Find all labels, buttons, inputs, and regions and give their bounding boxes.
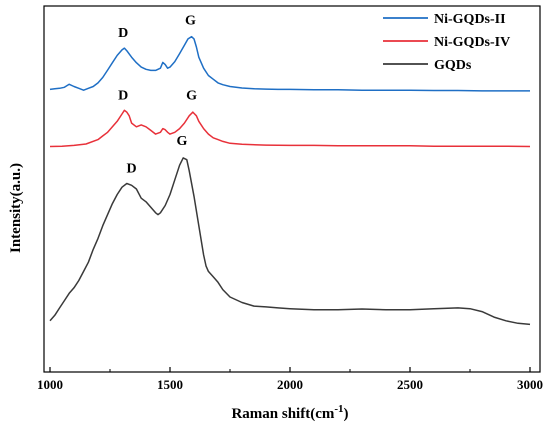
peak-label-g: G [186, 88, 197, 103]
x-axis-label-superscript: -1 [334, 403, 343, 415]
series-layer [49, 35, 531, 326]
legend: Ni-GQDs-II Ni-GQDs-IV GQDs [383, 12, 510, 73]
x-tick-label: 2000 [277, 377, 303, 392]
y-axis-label: Intensity(a.u.) [8, 163, 24, 253]
series-line-1 [49, 35, 530, 92]
legend-label: GQDs [434, 58, 472, 73]
peak-label-g: G [177, 134, 188, 149]
series-line-2 [49, 109, 531, 148]
annotation-layer: D G D G D G [118, 13, 197, 176]
x-tick-label: 3000 [517, 377, 543, 392]
x-tick-label: 1500 [157, 377, 183, 392]
peak-label-d: D [118, 26, 128, 41]
x-tick-label: 1000 [37, 377, 63, 392]
series-line-3 [49, 157, 531, 326]
x-axis-label-main: Raman shift(cm [231, 406, 334, 422]
legend-label: Ni-GQDs-II [434, 12, 506, 27]
peak-label-g: G [185, 13, 196, 28]
legend-label: Ni-GQDs-IV [434, 35, 510, 50]
x-axis-label-close: ) [344, 406, 349, 422]
axes-layer: 1000 1500 2000 2500 3000 [37, 5, 543, 392]
peak-label-d: D [127, 162, 137, 177]
peak-label-d: D [118, 88, 128, 103]
x-tick-label: 2500 [397, 377, 423, 392]
plot-frame [43, 5, 541, 373]
x-axis-label: Raman shift(cm-1) [231, 403, 348, 422]
